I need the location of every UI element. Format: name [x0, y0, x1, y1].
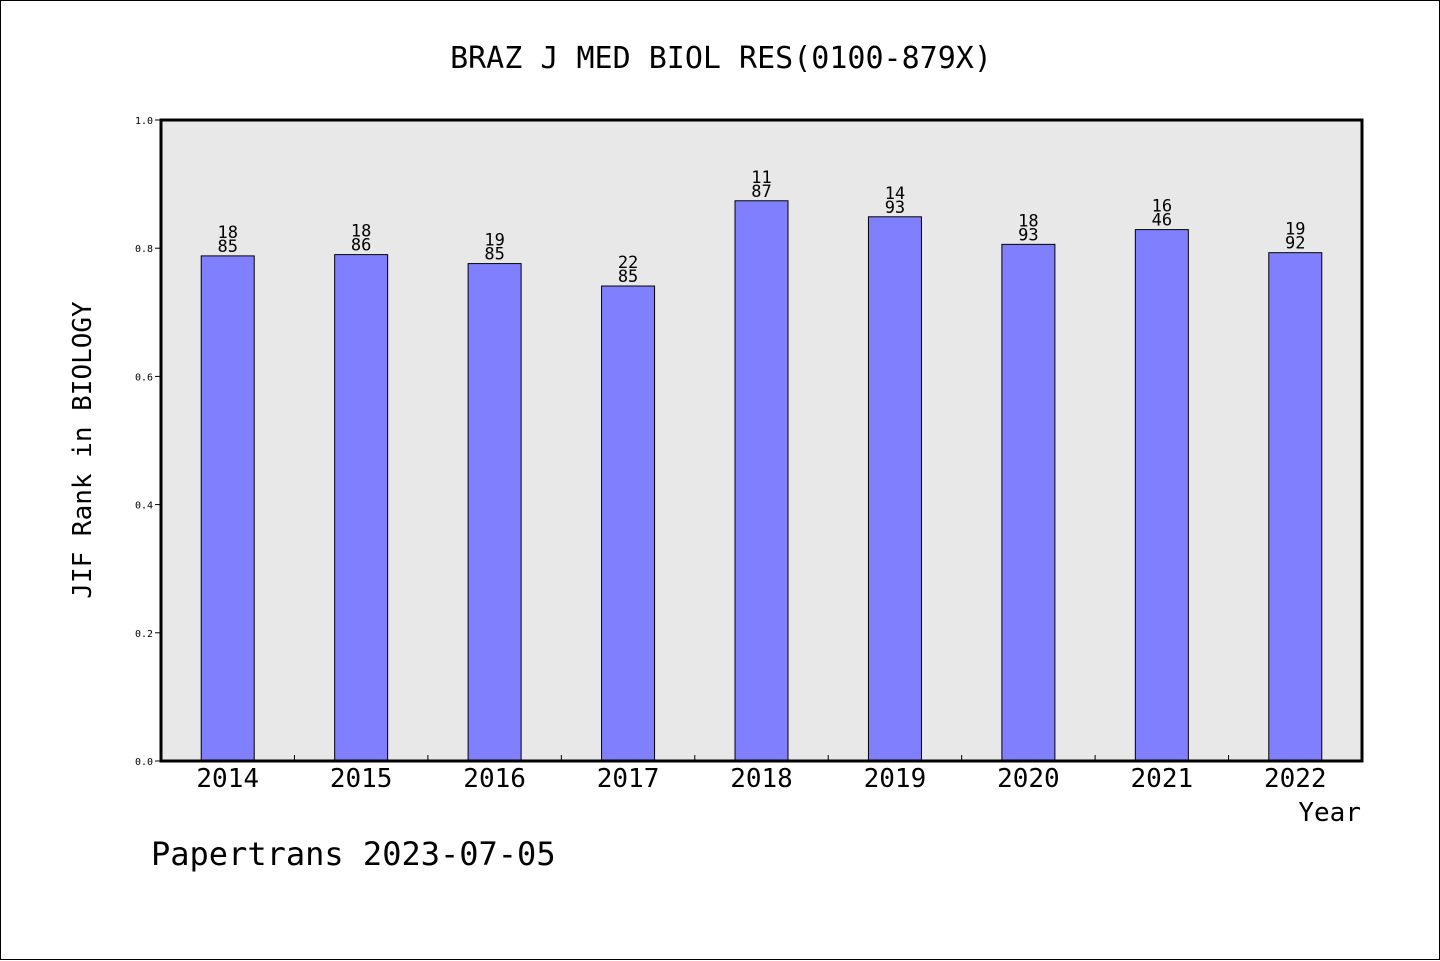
bar-rank-label: 16 — [1152, 197, 1172, 217]
y-tick-label: 0.2 — [135, 629, 153, 640]
x-tick-label: 2019 — [864, 764, 927, 794]
y-tick-label: 0.0 — [135, 757, 153, 768]
bar-rank-label: 19 — [1285, 220, 1305, 240]
bar-2018 — [734, 200, 789, 762]
bar-rank-label: 18 — [217, 223, 237, 243]
y-axis: 0.0 0.2 0.4 0.6 0.8 1.0 — [135, 116, 161, 768]
footer-stamp: Papertrans 2023-07-05 — [151, 835, 556, 873]
y-axis-label: JIF Rank in BIOLOGY — [68, 301, 98, 599]
bar-2020 — [1001, 243, 1056, 762]
x-tick-label: 2014 — [196, 764, 259, 794]
bar-total-label: 85 — [217, 237, 237, 257]
bar-2016 — [467, 263, 522, 762]
bar-rank-label: 18 — [1018, 211, 1038, 231]
x-tick-label: 2021 — [1131, 764, 1194, 794]
bar-2021 — [1134, 229, 1189, 762]
bar-2014 — [200, 255, 255, 762]
bar-rank-label: 22 — [618, 253, 638, 273]
chart-title: BRAZ J MED BIOL RES(0100-879X) — [450, 41, 992, 76]
x-tick-label: 2016 — [463, 764, 526, 794]
bar-total-label: 93 — [885, 198, 905, 218]
bar-total-label: 85 — [484, 245, 504, 265]
x-axis: 2014 2015 2016 2017 2018 2019 2020 2021 2022 — [196, 755, 1327, 794]
bar-total-label: 46 — [1152, 211, 1172, 231]
y-tick-label: 0.8 — [135, 244, 153, 255]
x-tick-label: 2018 — [730, 764, 793, 794]
bar-total-label: 85 — [618, 267, 638, 287]
bar-total-label: 93 — [1018, 225, 1038, 245]
bar-total-label: 87 — [751, 182, 771, 202]
x-axis-label: Year — [1298, 798, 1361, 828]
bar-2019 — [867, 216, 922, 762]
bar-rank-label: 14 — [885, 184, 905, 204]
y-tick-label: 0.6 — [135, 372, 153, 383]
bar-2022 — [1268, 252, 1323, 762]
bar-rank-label: 19 — [484, 231, 504, 251]
plot-border — [159, 118, 1364, 763]
bar-total-label: 86 — [351, 236, 371, 256]
bar-2015 — [334, 254, 389, 762]
x-tick-label: 2015 — [330, 764, 393, 794]
bar-2017 — [601, 285, 656, 762]
y-tick-label: 0.4 — [135, 501, 153, 512]
x-tick-label: 2017 — [597, 764, 660, 794]
bar-total-label: 92 — [1285, 234, 1305, 254]
x-tick-label: 2022 — [1264, 764, 1327, 794]
x-tick-label: 2020 — [997, 764, 1060, 794]
bar-rank-label: 11 — [751, 168, 771, 188]
bar-rank-label: 18 — [351, 222, 371, 242]
y-tick-label: 1.0 — [135, 116, 153, 127]
